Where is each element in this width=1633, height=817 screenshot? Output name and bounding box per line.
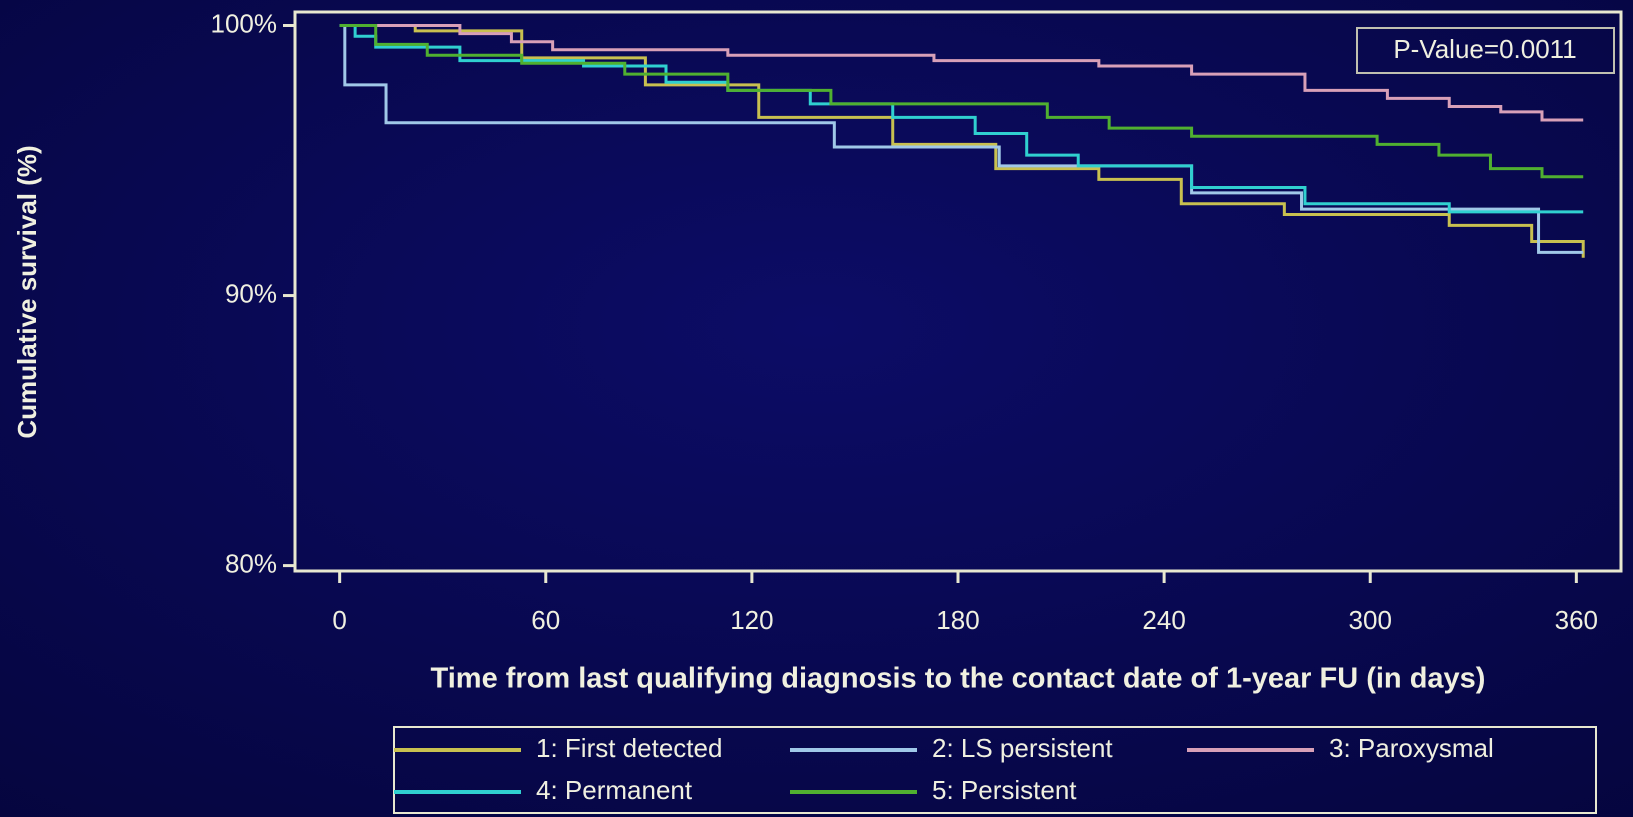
- legend-label: 1: First detected: [536, 733, 722, 763]
- y-tick-label: 90%: [225, 278, 277, 308]
- x-tick-label: 60: [531, 605, 560, 635]
- legend-label: 4: Permanent: [536, 775, 693, 805]
- annotation-box: [1356, 27, 1615, 74]
- y-tick-label: 100%: [211, 8, 278, 38]
- legend-label: 2: LS persistent: [932, 733, 1113, 763]
- survival-line: [339, 24, 1584, 122]
- y-tick-label: 80%: [225, 548, 277, 578]
- legend-box: [393, 726, 1597, 814]
- x-tick-label: 300: [1349, 605, 1392, 635]
- x-tick-label: 360: [1555, 605, 1598, 635]
- survival-line: [339, 24, 1584, 179]
- x-tick-label: 0: [332, 605, 346, 635]
- y-axis-label: Cumulative survival (%): [12, 145, 42, 438]
- legend-label: 5: Persistent: [932, 775, 1077, 805]
- annotation: P-Value=0.0011: [1393, 34, 1576, 64]
- x-tick-label: 180: [936, 605, 979, 635]
- x-tick-label: 120: [730, 605, 773, 635]
- survival-line: [339, 24, 1584, 254]
- legend-label: 3: Paroxysmal: [1329, 733, 1494, 763]
- x-axis-label: Time from last qualifying diagnosis to t…: [431, 663, 1486, 695]
- x-tick-label: 240: [1142, 605, 1185, 635]
